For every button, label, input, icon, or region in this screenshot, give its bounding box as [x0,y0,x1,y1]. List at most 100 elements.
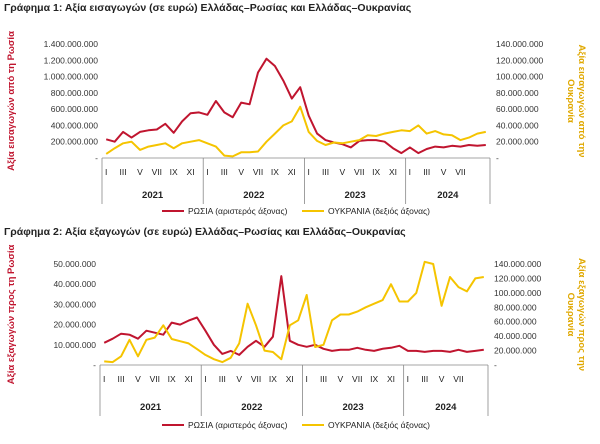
chart-imports: Γράφημα 1: Αξία εισαγωγών (σε ευρώ) Ελλά… [4,2,587,216]
x-month-label: III [120,167,127,177]
x-month-label: XI [288,167,296,177]
legend-label: ΡΩΣΙΑ (αριστερός άξονας) [188,420,288,430]
y-left-tick-label: 200.000.000 [51,137,99,147]
y-left-tick-label: 30.000.000 [53,299,96,309]
x-month-label: VII [453,374,463,384]
y-right-tick-label: 120.000.000 [494,273,542,283]
x-month-label: I [305,374,307,384]
legend-label: ΡΩΣΙΑ (αριστερός άξονας) [188,206,288,216]
x-year-label: 2021 [140,402,162,413]
x-month-label: I [307,167,309,177]
y-left-tick-label: 600.000.000 [51,104,99,114]
x-month-label: V [137,167,143,177]
x-month-label: IX [168,374,176,384]
y-left-tick-label: 40.000.000 [53,279,96,289]
series-line-russia [105,57,486,155]
y-right-tick-label: 80.000.000 [496,88,539,98]
series-line-ukraine [104,260,484,364]
y-right-tick-label: 40.000.000 [496,120,539,130]
x-year-label: 2023 [344,190,365,201]
y-right-tick-label: 140.000.000 [496,39,544,49]
y-right-tick-label: - [496,153,499,163]
chart-imports-svg: - 200.000.000 400.000.000 600.000.000 800.00… [6,31,587,216]
x-month-label: I [105,167,107,177]
x-month-label: V [236,374,242,384]
x-month-label: V [338,374,344,384]
x-month-label: I [206,167,208,177]
chart-exports: Γράφημα 2: Αξία εξαγωγών (σε ευρώ) Ελλάδ… [0,224,600,444]
x-year-label: 2022 [243,190,264,201]
x-month-label: V [439,374,445,384]
x-year-label: 2022 [241,402,262,413]
y-left-tick-label: 20.000.000 [53,320,96,330]
legend-label: ΟΥΚΡΑΝΙΑ (δεξιός άξονας) [328,206,430,216]
x-month-label: IX [170,167,178,177]
y-right-tick-label: 60.000.000 [496,104,539,114]
y-right-tick-label: 100.000.000 [496,72,544,82]
x-month-label: I [204,374,206,384]
chart-exports-svg: - 10.000.000 20.000.000 30.000.000 40.000.00… [6,244,587,430]
y-right-tick-label: - [494,360,497,370]
x-month-label: XI [286,374,294,384]
x-month-label: VII [253,167,263,177]
x-month-label: III [421,374,428,384]
y-right-tick-label: 60.000.000 [494,317,537,327]
y-axis-right-label: Ουκρανία [565,293,576,337]
y-left-tick-label: 1.000.000.000 [44,72,99,82]
x-month-label: IX [271,167,279,177]
y-right-tick-label: 100.000.000 [494,288,542,298]
chart-title: Γράφημα 1: Αξία εισαγωγών (σε ευρώ) Ελλά… [4,2,412,14]
x-month-label: III [320,374,327,384]
y-left-tick-label: - [93,360,96,370]
y-left-tick-label: 1.400.000.000 [44,39,99,49]
x-month-label: VII [251,374,261,384]
x-month-label: XI [389,167,397,177]
y-left-tick-label: 1.200.000.000 [44,55,99,65]
y-right-tick-label: 20.000.000 [494,346,537,356]
x-year-label: 2024 [435,402,457,413]
y-left-tick-label: 10.000.000 [53,340,96,350]
y-right-tick-label: 80.000.000 [494,302,537,312]
chart-title: Γράφημα 2: Αξία εξαγωγών (σε ευρώ) Ελλάδ… [4,226,406,238]
y-left-tick-label: 800.000.000 [51,88,99,98]
y-right-tick-label: 140.000.000 [494,259,542,269]
x-month-label: VII [352,374,362,384]
x-month-label: V [340,167,346,177]
x-month-label: V [441,167,447,177]
series-line-ukraine [105,105,486,158]
x-month-label: VII [152,167,162,177]
y-axis-right-label: Αξία εξαγωγών προς την [576,258,587,371]
y-right-tick-label: 120.000.000 [496,55,544,65]
y-axis-left-label: Αξία εξαγωγών προς τη Ρωσία [6,244,17,384]
x-month-label: XI [187,167,195,177]
y-right-tick-label: 20.000.000 [496,137,539,147]
x-month-label: VII [354,167,364,177]
x-month-label: I [103,374,105,384]
x-month-label: V [135,374,141,384]
x-month-label: VII [150,374,160,384]
y-left-tick-label: 50.000.000 [53,259,96,269]
x-month-label: III [221,167,228,177]
x-month-label: V [238,167,244,177]
x-month-label: I [407,374,409,384]
x-year-label: 2024 [437,190,459,201]
y-axis-right-label: Αξία εισαγωγών από την [576,44,587,157]
x-year-label: 2021 [142,190,164,201]
x-month-label: III [118,374,125,384]
y-axis-right-label: Ουκρανία [565,79,576,123]
series-line-russia [103,275,484,356]
x-year-label: 2023 [342,402,363,413]
y-left-tick-label: - [95,153,98,163]
x-month-label: IX [372,167,380,177]
x-month-label: IX [269,374,277,384]
y-right-tick-label: 40.000.000 [494,331,537,341]
x-month-label: XI [185,374,193,384]
x-month-label: III [219,374,226,384]
x-month-label: IX [370,374,378,384]
x-month-label: III [322,167,329,177]
legend-label: ΟΥΚΡΑΝΙΑ (δεξιός άξονας) [328,420,430,430]
y-axis-left-label: Αξία εισαγωγών από τη Ρωσία [6,31,17,171]
y-left-tick-label: 400.000.000 [51,120,99,130]
x-month-label: VII [455,167,465,177]
x-month-label: I [409,167,411,177]
